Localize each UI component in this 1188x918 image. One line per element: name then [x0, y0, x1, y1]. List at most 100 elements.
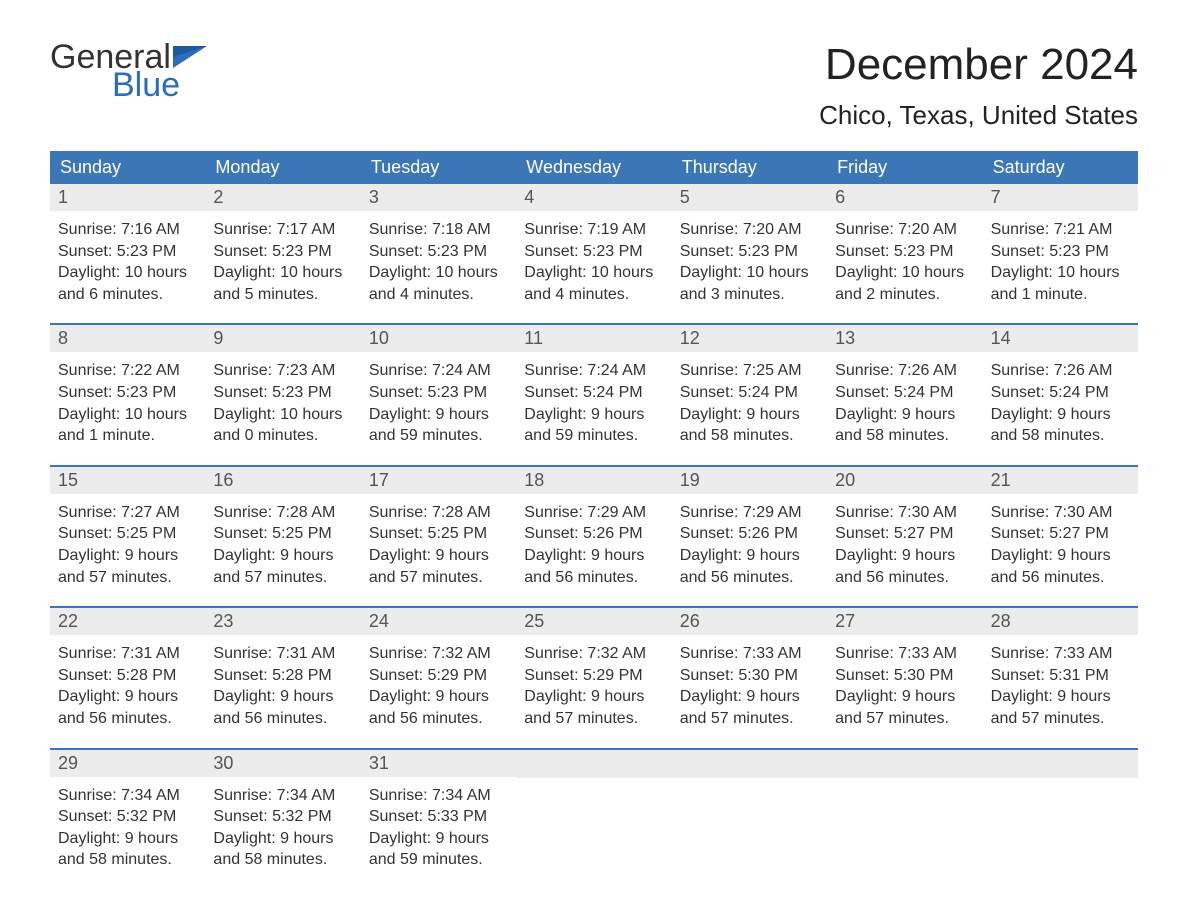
d1-text: Daylight: 9 hours	[58, 545, 197, 567]
day-cell: 12Sunrise: 7:25 AMSunset: 5:24 PMDayligh…	[672, 325, 827, 446]
d1-text: Daylight: 10 hours	[213, 404, 352, 426]
d2-text: and 56 minutes.	[835, 567, 974, 589]
sunset-text: Sunset: 5:23 PM	[680, 241, 819, 263]
sunset-text: Sunset: 5:26 PM	[680, 523, 819, 545]
day-body: Sunrise: 7:33 AMSunset: 5:31 PMDaylight:…	[983, 635, 1138, 729]
sunrise-text: Sunrise: 7:24 AM	[524, 360, 663, 382]
d1-text: Daylight: 9 hours	[213, 686, 352, 708]
day-header: Saturday	[983, 151, 1138, 184]
day-number: 22	[50, 608, 205, 635]
sunset-text: Sunset: 5:24 PM	[835, 382, 974, 404]
day-header: Tuesday	[361, 151, 516, 184]
week-row: 8Sunrise: 7:22 AMSunset: 5:23 PMDaylight…	[50, 323, 1138, 446]
week-row: 1Sunrise: 7:16 AMSunset: 5:23 PMDaylight…	[50, 184, 1138, 305]
day-body: Sunrise: 7:34 AMSunset: 5:32 PMDaylight:…	[205, 777, 360, 871]
day-cell	[516, 750, 671, 871]
day-cell: 14Sunrise: 7:26 AMSunset: 5:24 PMDayligh…	[983, 325, 1138, 446]
sunrise-text: Sunrise: 7:34 AM	[369, 785, 508, 807]
sunrise-text: Sunrise: 7:16 AM	[58, 219, 197, 241]
header: General Blue December 2024 Chico, Texas,…	[50, 40, 1138, 131]
day-body: Sunrise: 7:21 AMSunset: 5:23 PMDaylight:…	[983, 211, 1138, 305]
day-cell: 13Sunrise: 7:26 AMSunset: 5:24 PMDayligh…	[827, 325, 982, 446]
sunset-text: Sunset: 5:32 PM	[213, 806, 352, 828]
day-header: Thursday	[672, 151, 827, 184]
day-header: Friday	[827, 151, 982, 184]
d2-text: and 56 minutes.	[524, 567, 663, 589]
day-cell: 11Sunrise: 7:24 AMSunset: 5:24 PMDayligh…	[516, 325, 671, 446]
day-body: Sunrise: 7:20 AMSunset: 5:23 PMDaylight:…	[827, 211, 982, 305]
week-row: 29Sunrise: 7:34 AMSunset: 5:32 PMDayligh…	[50, 748, 1138, 871]
day-number: 27	[827, 608, 982, 635]
day-number: 20	[827, 467, 982, 494]
d1-text: Daylight: 10 hours	[991, 262, 1130, 284]
sunrise-text: Sunrise: 7:31 AM	[213, 643, 352, 665]
month-title: December 2024	[819, 40, 1138, 90]
day-number: 11	[516, 325, 671, 352]
sunset-text: Sunset: 5:28 PM	[58, 665, 197, 687]
day-cell: 1Sunrise: 7:16 AMSunset: 5:23 PMDaylight…	[50, 184, 205, 305]
day-header: Wednesday	[516, 151, 671, 184]
day-number: 2	[205, 184, 360, 211]
sunrise-text: Sunrise: 7:28 AM	[213, 502, 352, 524]
d1-text: Daylight: 9 hours	[58, 686, 197, 708]
day-number: 15	[50, 467, 205, 494]
d1-text: Daylight: 9 hours	[524, 686, 663, 708]
d2-text: and 56 minutes.	[680, 567, 819, 589]
day-cell: 25Sunrise: 7:32 AMSunset: 5:29 PMDayligh…	[516, 608, 671, 729]
day-cell: 7Sunrise: 7:21 AMSunset: 5:23 PMDaylight…	[983, 184, 1138, 305]
sunset-text: Sunset: 5:28 PM	[213, 665, 352, 687]
day-body: Sunrise: 7:30 AMSunset: 5:27 PMDaylight:…	[983, 494, 1138, 588]
d2-text: and 57 minutes.	[58, 567, 197, 589]
day-cell: 19Sunrise: 7:29 AMSunset: 5:26 PMDayligh…	[672, 467, 827, 588]
day-cell: 22 Sunrise: 7:31 AMSunset: 5:28 PMDayligh…	[50, 608, 205, 729]
sunrise-text: Sunrise: 7:22 AM	[58, 360, 197, 382]
day-cell: 5Sunrise: 7:20 AMSunset: 5:23 PMDaylight…	[672, 184, 827, 305]
day-number	[827, 750, 982, 778]
d2-text: and 57 minutes.	[680, 708, 819, 730]
sunset-text: Sunset: 5:25 PM	[213, 523, 352, 545]
day-body: Sunrise: 7:16 AMSunset: 5:23 PMDaylight:…	[50, 211, 205, 305]
sunset-text: Sunset: 5:23 PM	[58, 382, 197, 404]
d1-text: Daylight: 10 hours	[835, 262, 974, 284]
sunset-text: Sunset: 5:29 PM	[369, 665, 508, 687]
d2-text: and 4 minutes.	[524, 284, 663, 306]
day-number: 12	[672, 325, 827, 352]
d2-text: and 59 minutes.	[524, 425, 663, 447]
day-cell: 15Sunrise: 7:27 AMSunset: 5:25 PMDayligh…	[50, 467, 205, 588]
sunset-text: Sunset: 5:23 PM	[213, 241, 352, 263]
d1-text: Daylight: 9 hours	[835, 686, 974, 708]
d1-text: Daylight: 10 hours	[524, 262, 663, 284]
d1-text: Daylight: 9 hours	[680, 545, 819, 567]
sunset-text: Sunset: 5:23 PM	[835, 241, 974, 263]
day-body: Sunrise: 7:32 AMSunset: 5:29 PMDaylight:…	[361, 635, 516, 729]
d2-text: and 3 minutes.	[680, 284, 819, 306]
d2-text: and 58 minutes.	[835, 425, 974, 447]
d2-text: and 4 minutes.	[369, 284, 508, 306]
d2-text: and 58 minutes.	[58, 849, 197, 871]
day-body: Sunrise: 7:24 AMSunset: 5:23 PMDaylight:…	[361, 352, 516, 446]
day-cell: 31Sunrise: 7:34 AMSunset: 5:33 PMDayligh…	[361, 750, 516, 871]
d2-text: and 58 minutes.	[991, 425, 1130, 447]
day-number: 10	[361, 325, 516, 352]
day-number: 31	[361, 750, 516, 777]
sunset-text: Sunset: 5:23 PM	[213, 382, 352, 404]
day-body: Sunrise: 7:29 AMSunset: 5:26 PMDaylight:…	[516, 494, 671, 588]
sunrise-text: Sunrise: 7:29 AM	[524, 502, 663, 524]
sunset-text: Sunset: 5:27 PM	[991, 523, 1130, 545]
day-cell	[983, 750, 1138, 871]
d1-text: Daylight: 9 hours	[58, 828, 197, 850]
sunset-text: Sunset: 5:26 PM	[524, 523, 663, 545]
sunrise-text: Sunrise: 7:30 AM	[835, 502, 974, 524]
sunrise-text: Sunrise: 7:31 AM	[58, 643, 197, 665]
day-number	[983, 750, 1138, 778]
d1-text: Daylight: 9 hours	[835, 404, 974, 426]
day-body: Sunrise: 7:25 AMSunset: 5:24 PMDaylight:…	[672, 352, 827, 446]
day-cell: 27Sunrise: 7:33 AMSunset: 5:30 PMDayligh…	[827, 608, 982, 729]
sunrise-text: Sunrise: 7:20 AM	[680, 219, 819, 241]
day-body: Sunrise: 7:32 AMSunset: 5:29 PMDaylight:…	[516, 635, 671, 729]
day-number	[672, 750, 827, 778]
sunrise-text: Sunrise: 7:33 AM	[835, 643, 974, 665]
day-body: Sunrise: 7:34 AMSunset: 5:32 PMDaylight:…	[50, 777, 205, 871]
day-body: Sunrise: 7:24 AMSunset: 5:24 PMDaylight:…	[516, 352, 671, 446]
day-number: 29	[50, 750, 205, 777]
